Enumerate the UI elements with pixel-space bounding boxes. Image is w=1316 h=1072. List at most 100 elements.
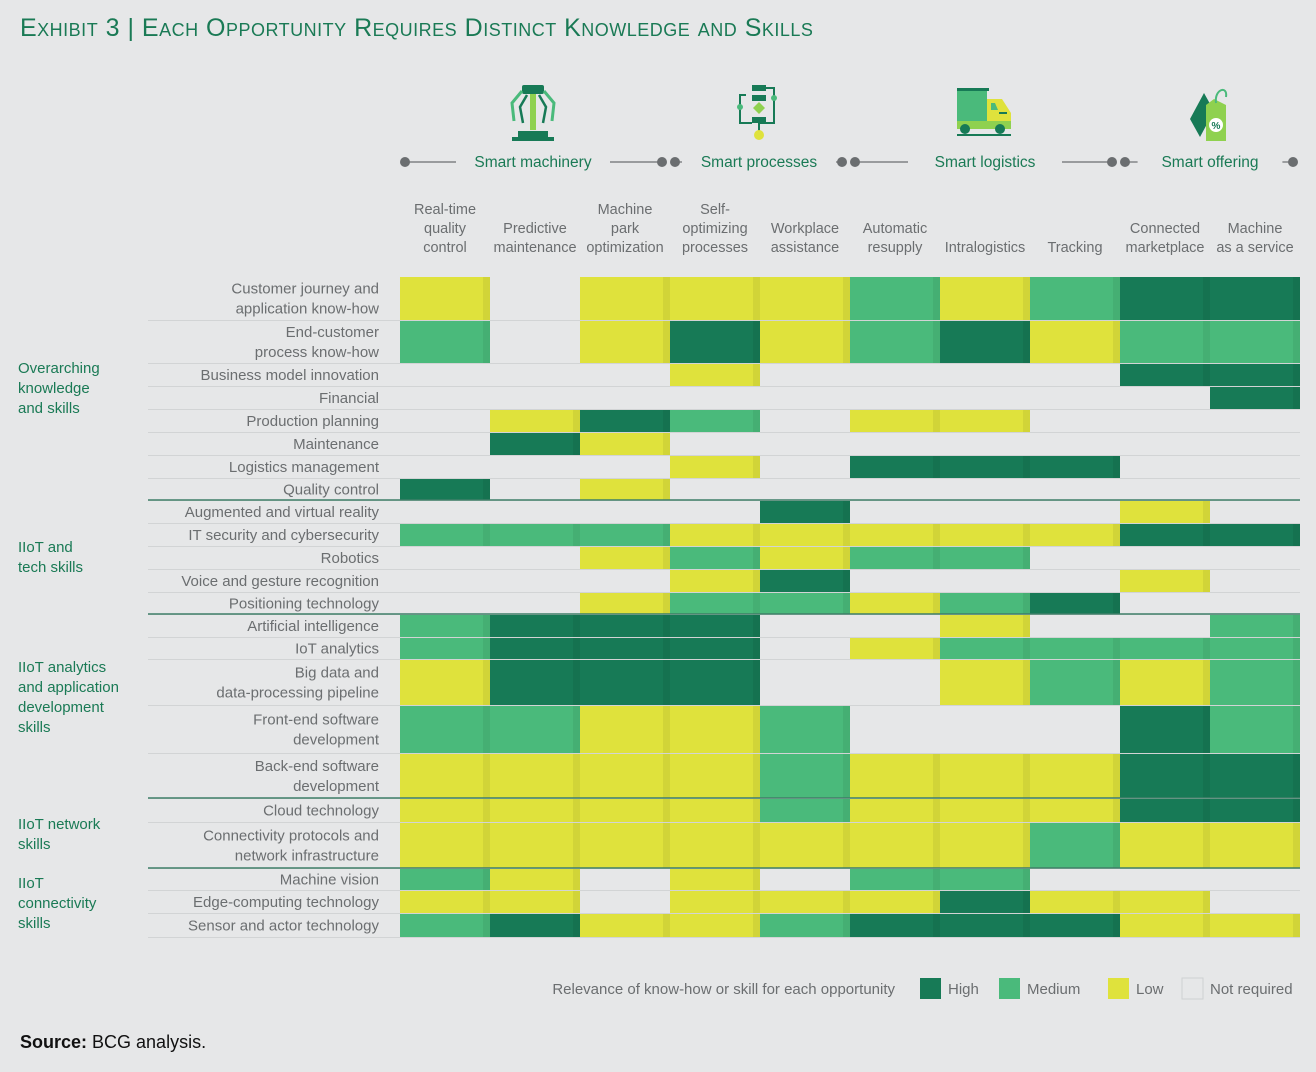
icon-part [752,117,766,123]
heatmap-cell [580,914,670,937]
heatmap-cell [490,754,580,798]
heatmap-cell [760,706,850,753]
cell-edge-shade [1293,660,1300,705]
cell-edge-shade [1023,799,1030,822]
cell-edge-shade [753,277,760,320]
row-label: Big data and [295,665,379,682]
cell-edge-shade [1113,638,1120,659]
cell-edge-shade [753,593,760,614]
heatmap-cell [670,615,760,637]
legend-swatch-medium [999,978,1020,999]
legend-swatch-not-required [1181,977,1204,1000]
column-header: processes [682,240,748,256]
heatmap-cell [940,593,1030,614]
cell-edge-shade [573,615,580,637]
heatmap-cell [490,799,580,822]
cell-edge-shade [1203,277,1210,320]
timeline-dot [400,157,410,167]
heatmap-cell [1210,754,1300,798]
cell-edge-shade [843,524,850,546]
price-tag-icon: % [1190,88,1228,141]
column-header: Predictive [503,221,567,237]
heatmap-cell [1210,914,1300,937]
heatmap-cell [940,891,1030,913]
cell-edge-shade [1023,638,1030,659]
legend-label: Not required [1210,981,1293,998]
process-flow-icon [737,85,777,140]
column-header: quality [424,221,467,237]
cell-edge-shade [933,869,940,890]
heatmap-cell [670,277,760,320]
cell-edge-shade [753,660,760,705]
heatmap-cell [580,321,670,363]
heatmap-cell [760,277,850,320]
heatmap-cell [1120,277,1210,320]
cell-edge-shade [1023,593,1030,614]
icon-part [752,95,766,101]
column-header: Automatic [863,221,927,237]
heatmap-cell [940,615,1030,637]
heatmap-cell [670,799,760,822]
cell-edge-shade [933,799,940,822]
heatmap-cell [760,891,850,913]
heatmap-cell [940,823,1030,868]
column-header: as a service [1216,240,1293,256]
row-label: development [293,778,380,795]
cell-edge-shade [1023,615,1030,637]
heatmap-cell [670,660,760,705]
heatmap-cell [760,524,850,546]
row-label: IT security and cybersecurity [188,527,379,544]
heatmap-cell [850,869,940,890]
heatmap-cell [940,547,1030,569]
row-label: Voice and gesture recognition [181,573,379,590]
heatmap-cell [850,524,940,546]
cell-edge-shade [1113,823,1120,868]
row-label: End-customer [286,324,379,341]
cell-edge-shade [483,823,490,868]
cell-edge-shade [483,891,490,913]
cell-edge-shade [1023,823,1030,868]
cell-edge-shade [1023,321,1030,363]
heatmap-cell [1030,638,1120,659]
icon-part [960,124,970,134]
heatmap-cell [670,891,760,913]
heatmap-cell [400,277,490,320]
cell-edge-shade [573,869,580,890]
legend-label: Low [1136,981,1164,998]
row-label: Positioning technology [229,596,380,613]
row-label: Maintenance [293,436,379,453]
cell-edge-shade [753,706,760,753]
cell-edge-shade [663,638,670,659]
icon-part [771,95,777,101]
icon-part [957,88,989,91]
cell-edge-shade [483,660,490,705]
heatmap-cell [1030,823,1120,868]
heatmap-cell [1120,823,1210,868]
cell-edge-shade [1293,615,1300,637]
icon-part [753,102,765,114]
heatmap-cell [670,823,760,868]
cell-edge-shade [843,914,850,937]
icon-part [530,94,536,130]
heatmap-cell [670,321,760,363]
cell-edge-shade [1203,364,1210,386]
row-label: Machine vision [280,872,379,889]
cell-edge-shade [1023,869,1030,890]
cell-edge-shade [753,638,760,659]
cell-edge-shade [1203,321,1210,363]
heatmap-cell [490,524,580,546]
cell-edge-shade [843,891,850,913]
cell-edge-shade [663,433,670,455]
cell-edge-shade [663,321,670,363]
heatmap-cell [490,433,580,455]
cell-edge-shade [1203,638,1210,659]
category-label: Smart machinery [474,154,591,171]
heatmap-cell [850,277,940,320]
legend-title: Relevance of know-how or skill for each … [552,981,895,998]
heatmap-cell [670,754,760,798]
heatmap-cell [580,615,670,637]
cell-edge-shade [753,364,760,386]
heatmap-cell [1120,914,1210,937]
heatmap-cell [760,799,850,822]
